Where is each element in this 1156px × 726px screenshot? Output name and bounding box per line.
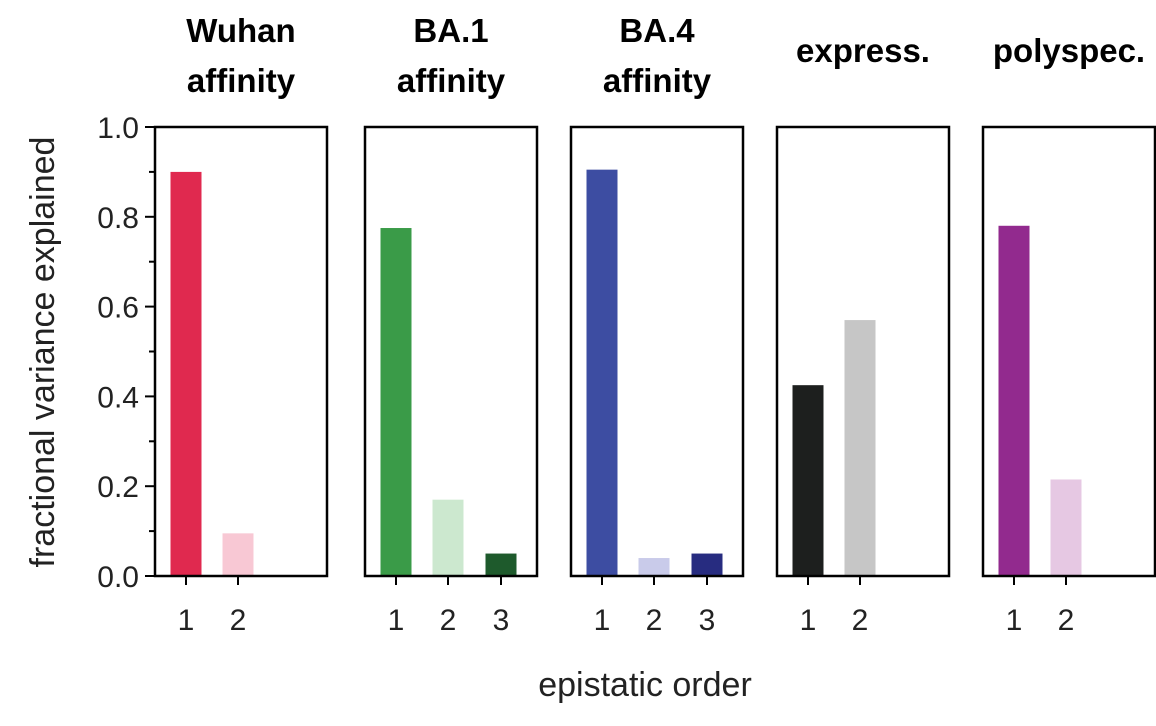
bar: [998, 225, 1030, 576]
panel-title: affinity: [187, 62, 296, 99]
y-tick-label: 0.6: [97, 292, 139, 325]
panel-title: affinity: [397, 62, 506, 99]
x-tick-label: 1: [178, 604, 195, 637]
panel-frame: [981, 125, 1156, 578]
bar: [638, 558, 670, 576]
x-tick-label: 1: [594, 604, 611, 637]
x-tick-label: 3: [699, 604, 716, 637]
panel: 1 2 express.: [775, 32, 951, 637]
bar: [485, 553, 517, 576]
x-axis-label: epistatic order: [538, 666, 752, 704]
x-tick-label: 1: [1006, 604, 1023, 637]
panel-title: BA.4: [619, 12, 695, 49]
y-tick-label: 0.8: [97, 202, 139, 235]
y-tick-label: 1.0: [97, 112, 139, 145]
panel: 1 2 polyspec.: [981, 32, 1156, 637]
x-tick-label: 1: [800, 604, 817, 637]
panel-title: affinity: [603, 62, 712, 99]
panel: 1 2 3 BA.1 affinity: [363, 12, 539, 637]
x-tick-label: 2: [1058, 604, 1075, 637]
panel-frame: [775, 125, 951, 578]
bar: [432, 499, 464, 576]
y-tick-label: 0.0: [97, 561, 139, 594]
x-tick-label: 3: [493, 604, 510, 637]
panel: 1 2 3 BA.4 affinity: [569, 12, 745, 637]
y-axis-label: fractional variance explained: [24, 137, 62, 568]
panel-title: BA.1: [413, 12, 488, 49]
y-axis: 0.0 0.2 0.4 0.6 0.8 1.0: [97, 112, 155, 594]
panel-title: express.: [796, 32, 930, 69]
bar: [792, 385, 824, 576]
bar: [844, 320, 876, 576]
panel-title: Wuhan: [186, 12, 295, 49]
y-tick-label: 0.2: [97, 471, 139, 504]
bar: [170, 171, 202, 576]
bar: [691, 553, 723, 576]
panel: 1 2 Wuhan affinity: [153, 12, 329, 637]
bar: [1050, 479, 1082, 576]
panel-title: polyspec.: [993, 32, 1145, 69]
x-tick-label: 2: [230, 604, 247, 637]
panel-frame: [363, 125, 539, 578]
bar: [380, 228, 412, 576]
x-tick-label: 2: [646, 604, 663, 637]
x-tick-label: 2: [440, 604, 457, 637]
panels: 1 2 Wuhan affinity 1 2 3 BA.1 affinity 1 2 3 BA.4 aff…: [153, 12, 1156, 637]
x-tick-label: 1: [388, 604, 405, 637]
bar: [222, 533, 254, 576]
bar: [586, 169, 618, 576]
x-tick-label: 2: [852, 604, 869, 637]
panel-frame: [569, 125, 745, 578]
y-tick-label: 0.4: [97, 381, 139, 414]
